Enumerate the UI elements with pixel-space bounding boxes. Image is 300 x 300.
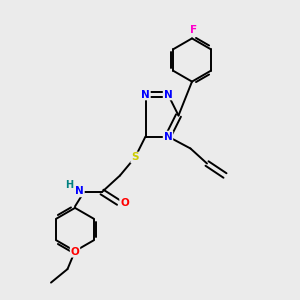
Text: N: N — [164, 89, 172, 100]
Text: O: O — [120, 197, 129, 208]
Text: N: N — [141, 89, 150, 100]
Text: F: F — [190, 25, 197, 35]
Text: S: S — [131, 152, 139, 163]
Text: O: O — [70, 247, 80, 257]
Text: N: N — [164, 131, 172, 142]
Text: H: H — [65, 179, 74, 190]
Text: N: N — [75, 186, 84, 197]
